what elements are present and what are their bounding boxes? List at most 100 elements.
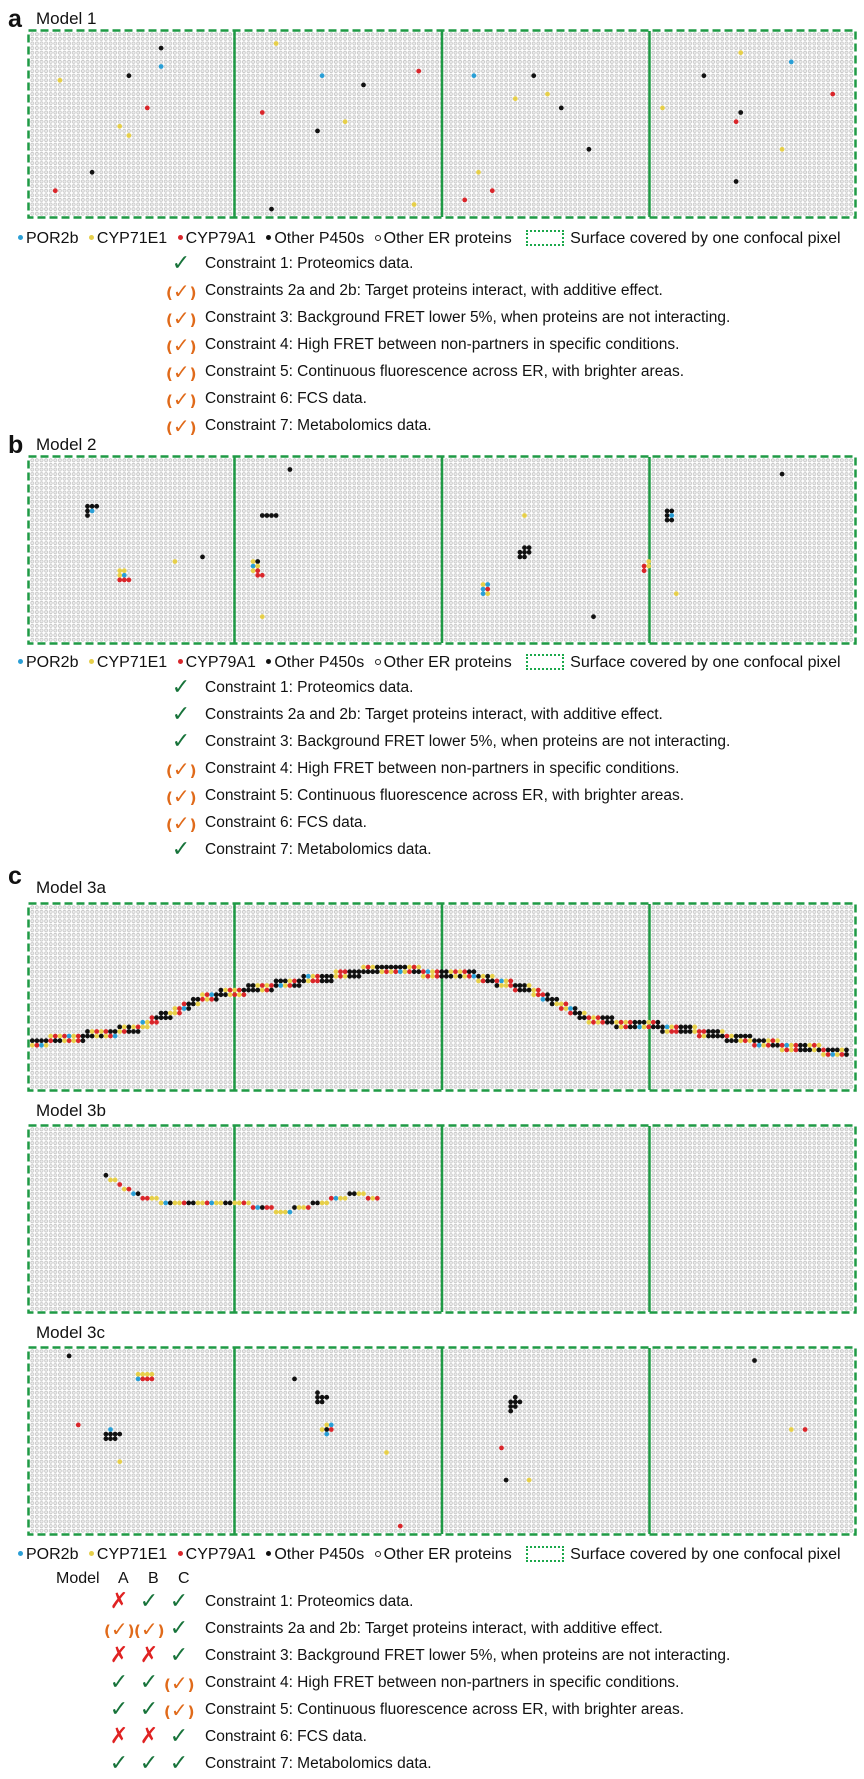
cyp79a1-protein (149, 1376, 155, 1382)
cyp79a1-protein (232, 992, 238, 998)
cyp79a1-protein (765, 1042, 771, 1048)
cyp71e1-protein (416, 964, 422, 970)
other-p450-protein (678, 1029, 684, 1034)
other-p450-protein (706, 1033, 711, 1039)
por2b-protein (112, 1033, 118, 1039)
other-p450-protein (292, 1376, 297, 1382)
cyp79a1-protein (126, 577, 132, 583)
other-p450-protein (163, 1010, 169, 1016)
confocal-pixel-frame (27, 455, 857, 645)
cyp71e1-protein (117, 123, 123, 129)
check-icon: ✓ (169, 1643, 189, 1668)
cyp71e1-dot-icon (88, 1551, 94, 1557)
other-p450-protein (163, 1015, 169, 1021)
legend-other-er: Other ER proteins (374, 1545, 512, 1565)
cyp71e1-protein (204, 996, 210, 1002)
cyp71e1-protein (816, 1042, 822, 1048)
cyp71e1-protein (172, 559, 178, 564)
other-p450-protein (259, 513, 265, 518)
cyp71e1-protein (554, 1001, 560, 1007)
cyp71e1-protein (108, 1177, 113, 1183)
cyp71e1-protein (646, 1019, 652, 1025)
cyp71e1-protein (779, 146, 785, 152)
cyp79a1-protein (310, 978, 316, 984)
cyp79a1-protein (779, 1042, 785, 1048)
cyp71e1-protein (218, 1200, 224, 1206)
cyp79a1-protein (305, 1205, 311, 1210)
other-p450-protein (259, 1205, 265, 1210)
por2b-protein (540, 996, 546, 1002)
other-p450-protein (315, 128, 320, 134)
cyp79a1-protein (802, 1427, 808, 1432)
cyp79a1-protein (641, 568, 647, 574)
cyp71e1-protein (476, 169, 481, 175)
other-p450-protein (512, 1404, 518, 1409)
cyp71e1-protein (738, 50, 744, 56)
other-p450-protein (660, 1029, 665, 1034)
cyp79a1-protein (250, 1205, 256, 1210)
cyp79a1-protein (365, 964, 371, 970)
partial-check-icon: (✓) (164, 1671, 195, 1695)
cyp71e1-protein (839, 1047, 845, 1053)
other-p450-protein (572, 1010, 578, 1016)
other-p450-protein (315, 1399, 320, 1405)
por2b-protein (319, 73, 325, 79)
cyp71e1-protein (420, 973, 426, 979)
legend-other-p450s: Other P450s (266, 1545, 364, 1565)
other-p450-protein (655, 1019, 661, 1025)
cyp79a1-protein (586, 1015, 592, 1021)
cyp79a1-protein (701, 1029, 707, 1034)
partial-check-icon: (✓) (166, 387, 197, 411)
other-p450-protein (558, 105, 564, 111)
check-icon: ✓ (171, 702, 191, 727)
other-p450-protein (135, 1029, 141, 1034)
cyp71e1-protein (522, 513, 527, 518)
cyp79a1-protein (209, 996, 215, 1002)
cyp79a1-protein (94, 1029, 100, 1034)
cyp71e1-protein (324, 1422, 330, 1428)
cyp79a1-dot-icon (177, 659, 183, 665)
model-3a-label: Model 3a (36, 878, 106, 897)
constraint-text: Constraint 1: Proteomics data. (205, 1593, 414, 1610)
cyp71e1-protein (43, 1042, 49, 1048)
other-p450-protein (213, 996, 219, 1002)
por2b-protein (39, 1042, 44, 1048)
other-p450-protein (89, 169, 95, 175)
cyp79a1-protein (568, 1010, 573, 1016)
cyp71e1-protein (623, 1019, 629, 1025)
other-p450-protein (319, 1394, 325, 1400)
cyp71e1-protein (172, 1010, 178, 1016)
other-p450-protein (660, 1024, 665, 1030)
legend-surface: Surface covered by one confocal pixel (526, 653, 841, 673)
other-p450-protein (351, 973, 357, 979)
cyp71e1-protein (167, 1010, 173, 1016)
cyp79a1-protein (733, 119, 739, 125)
cyp71e1-protein (200, 992, 205, 998)
cyp79a1-protein (328, 1195, 334, 1201)
other-p450-protein (292, 1205, 297, 1210)
cyp79a1-protein (673, 1024, 679, 1030)
cyp71e1-protein (512, 96, 518, 102)
other-p450-protein (416, 969, 422, 975)
other-p450-protein (844, 1047, 849, 1053)
cyp71e1-protein (172, 1200, 178, 1206)
cyp79a1-protein (342, 969, 348, 975)
other-p450-protein (476, 973, 481, 979)
cyp79a1-protein (149, 1015, 155, 1021)
por2b-protein (121, 572, 127, 578)
cyp79a1-protein (154, 1019, 159, 1025)
check-icon: ✓ (109, 1697, 129, 1722)
cyp79a1-protein (48, 1038, 54, 1044)
por2b-protein (499, 978, 504, 984)
cyp71e1-protein (126, 133, 132, 138)
por2b-protein (278, 983, 284, 988)
cyp79a1-protein (259, 572, 265, 578)
constraint-row: (✓) Constraint 4: High FRET between non-p… (0, 757, 864, 784)
other-p450-protein (604, 1019, 610, 1025)
cyp79a1-protein (489, 188, 495, 194)
cyp71e1-protein (324, 1200, 330, 1206)
cyp71e1-protein (319, 1200, 325, 1206)
constraint-row: ✓ ✓ (✓) Constraint 4: High FRET between non… (0, 1671, 864, 1698)
other-p450-protein (273, 983, 279, 988)
other-p450-protein (108, 1431, 113, 1437)
